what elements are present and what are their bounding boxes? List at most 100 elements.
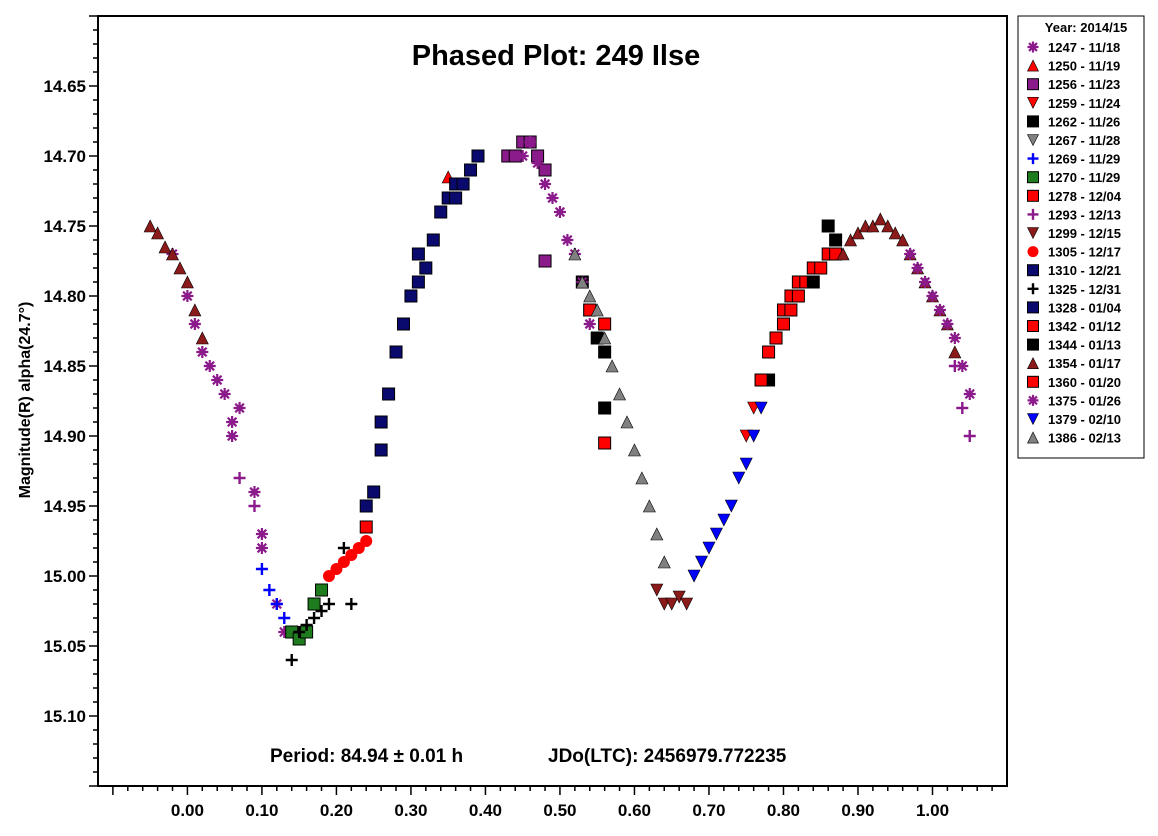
- data-point: [739, 457, 753, 471]
- data-point: [598, 345, 612, 359]
- data-point: [360, 535, 373, 547]
- data-point: [188, 318, 201, 330]
- data-point: [374, 415, 388, 429]
- data-point: [762, 345, 776, 359]
- data-point: [888, 226, 902, 240]
- data-point: [926, 290, 939, 302]
- data-point: [948, 332, 961, 344]
- data-point: [613, 387, 627, 401]
- data-point: [173, 261, 187, 275]
- data-point: [963, 388, 976, 400]
- legend-entry-label: 1305 - 12/17: [1048, 245, 1121, 260]
- data-point: [389, 345, 403, 359]
- y-tick-label: 14.85: [43, 357, 86, 376]
- legend-entry-label: 1386 - 02/13: [1048, 431, 1121, 446]
- data-point: [158, 240, 172, 254]
- data-point: [873, 212, 887, 226]
- x-tick-label: 0.30: [394, 801, 427, 820]
- epoch-annotation: JDo(LTC): 2456979.772235: [548, 746, 787, 767]
- y-tick-label: 15.05: [43, 637, 86, 656]
- data-point: [233, 402, 246, 414]
- legend-entry-label: 1256 - 11/23: [1048, 77, 1120, 92]
- data-point: [836, 247, 850, 261]
- data-point: [896, 233, 910, 247]
- data-point: [367, 485, 381, 499]
- chart-title: Phased Plot: 249 Ilse: [412, 40, 701, 72]
- data-point: [315, 605, 328, 617]
- data-point: [657, 555, 671, 569]
- legend-marker: [1027, 59, 1039, 72]
- data-point: [546, 192, 559, 204]
- data-point: [568, 247, 582, 261]
- y-tick-label: 14.90: [43, 427, 86, 446]
- legend-entry-label: 1360 - 01/20: [1048, 375, 1121, 390]
- x-tick-label: 0.10: [245, 801, 278, 820]
- data-point: [851, 226, 865, 240]
- legend-entry-label: 1354 - 01/17: [1048, 356, 1121, 371]
- legend-entry-label: 1299 - 12/15: [1048, 226, 1121, 241]
- data-point: [359, 499, 373, 513]
- legend-marker: [1027, 97, 1039, 109]
- data-point: [583, 289, 597, 303]
- data-point: [419, 261, 433, 275]
- data-point: [270, 598, 283, 610]
- data-point: [724, 499, 738, 513]
- y-tick-label: 14.80: [43, 287, 86, 306]
- data-point: [583, 318, 596, 330]
- data-point: [941, 318, 954, 330]
- x-tick-label: 0.80: [767, 801, 800, 820]
- data-point: [754, 373, 768, 387]
- legend-entry-label: 1270 - 11/29: [1048, 170, 1120, 185]
- legend-entry-label: 1267 - 11/28: [1048, 133, 1120, 148]
- data-point: [627, 443, 641, 457]
- data-point: [829, 233, 843, 247]
- period-annotation: Period: 84.94 ± 0.01 h: [270, 746, 463, 767]
- data-point: [650, 527, 664, 541]
- data-point: [426, 233, 440, 247]
- y-tick-label: 14.95: [43, 497, 86, 516]
- y-tick-label: 14.65: [43, 77, 86, 96]
- data-point: [218, 388, 231, 400]
- data-point: [151, 226, 165, 240]
- data-point: [248, 486, 261, 498]
- data-point: [747, 429, 761, 443]
- legend-marker: [1027, 153, 1039, 165]
- data-point: [956, 402, 969, 414]
- legend-marker: [1027, 320, 1039, 332]
- legend-entry-label: 1293 - 12/13: [1048, 207, 1121, 222]
- data-point: [754, 401, 768, 415]
- data-point: [404, 289, 418, 303]
- legend-marker: [1027, 394, 1039, 406]
- data-point: [524, 136, 537, 148]
- data-point: [345, 598, 358, 610]
- legend-entry-label: 1269 - 11/29: [1048, 152, 1120, 167]
- legend-marker: [1027, 375, 1039, 388]
- legend-title: Year: 2014/15: [1045, 20, 1127, 35]
- legend-marker: [1027, 41, 1039, 53]
- legend-entry-label: 1325 - 12/31: [1048, 282, 1121, 297]
- data-point: [911, 262, 924, 274]
- legend-entry-label: 1375 - 01/26: [1048, 393, 1121, 408]
- data-point: [598, 317, 612, 331]
- x-tick-label: 0.90: [841, 801, 874, 820]
- data-point: [180, 275, 194, 289]
- legend-marker: [1027, 208, 1039, 220]
- data-point: [791, 289, 805, 303]
- data-point: [278, 612, 291, 624]
- legend-marker: [1027, 78, 1039, 91]
- data-point: [539, 178, 552, 190]
- legend-marker: [1027, 338, 1039, 351]
- data-point: [285, 654, 298, 666]
- data-point: [411, 247, 425, 261]
- data-point: [181, 290, 194, 302]
- data-point: [784, 303, 798, 317]
- data-point: [635, 471, 649, 485]
- data-point: [196, 346, 209, 358]
- data-point: [680, 597, 694, 611]
- data-point: [948, 345, 962, 359]
- legend-marker: [1027, 283, 1039, 295]
- data-point: [956, 360, 969, 372]
- data-point: [553, 206, 566, 218]
- legend-marker: [1027, 431, 1039, 444]
